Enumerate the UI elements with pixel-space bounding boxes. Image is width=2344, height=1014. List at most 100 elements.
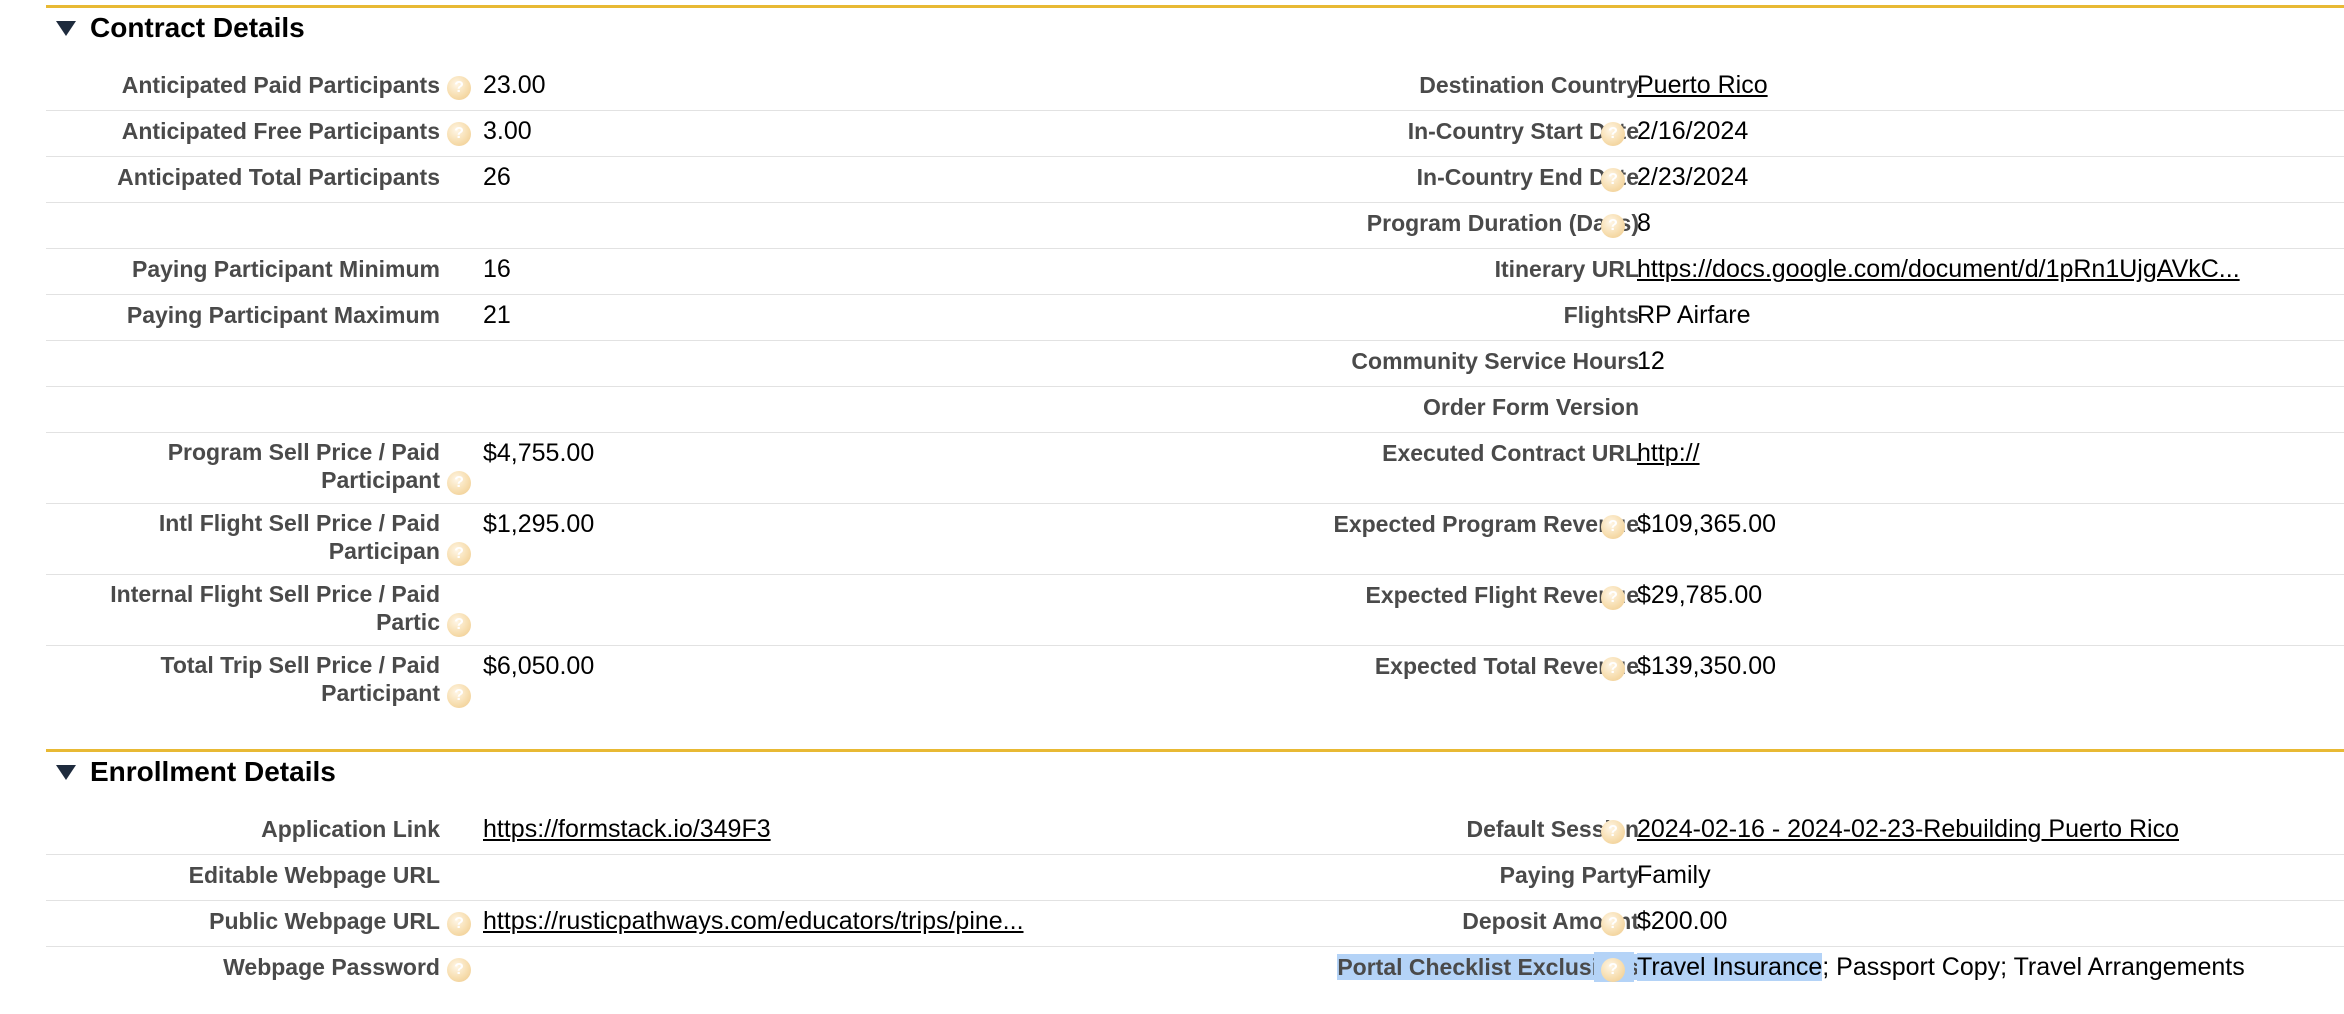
help-icon[interactable]: ? [1601,515,1625,539]
field-value: 12 [1637,347,1665,375]
help-icon[interactable]: ? [1601,912,1625,936]
section-title: Contract Details [90,12,305,43]
field-value: $139,350.00 [1637,652,1777,680]
field-value: 8 [1637,209,1651,237]
field-label: Anticipated Total Participants [117,164,440,190]
field-label: Community Service Hours [1351,348,1639,374]
field-value: 2/16/2024 [1637,117,1749,145]
field-label: Application Link [261,816,440,842]
field-label: In-Country End Date [1416,164,1639,190]
destination-country-link[interactable]: Puerto Rico [1637,71,1768,99]
field-value: 21 [483,301,511,329]
field-value: 26 [483,163,511,191]
field-value: https://rusticpathways.com/educators/tri… [483,906,1024,936]
help-icon[interactable]: ? [1601,214,1625,238]
help-icon[interactable]: ? [447,912,471,936]
field-row: Paying Participant Minimum 16 Itinerary … [46,248,2344,295]
field-label: Order Form Version [1422,394,1639,420]
help-icon[interactable]: ? [1601,820,1625,844]
field-label: Paying Participant Maximum [126,302,440,328]
field-label: Editable Webpage URL [188,862,440,888]
field-label: Destination Country [1419,72,1639,98]
public-webpage-url-link[interactable]: https://rusticpathways.com/educators/tri… [483,907,1024,935]
enrollment-details-header: Enrollment Details [46,749,2344,792]
field-label: In-Country Start Date [1407,118,1639,144]
section-title: Enrollment Details [90,756,336,787]
field-label: Itinerary URL [1494,256,1639,282]
help-icon[interactable]: ? [1601,657,1625,681]
field-label: Default Session [1466,816,1639,842]
field-label: Paying Participant Minimum [132,256,440,282]
field-label: Expected Flight Revenue [1365,582,1639,608]
field-label: Expected Total Revenue [1374,653,1639,679]
help-icon[interactable]: ? [447,958,471,982]
help-icon[interactable]: ? [1601,168,1625,192]
field-value: 23.00 [483,71,546,99]
field-row: Intl Flight Sell Price / Paid Participan … [46,503,2344,575]
field-label: Portal Checklist Exclusions [1278,953,1639,981]
field-label: Intl Flight Sell Price / Paid Participan [158,510,440,564]
field-row: Webpage Password ? Portal Checklist Excl… [46,946,2344,992]
field-row: Paying Participant Maximum 21 Flights RP… [46,294,2344,341]
field-row: Internal Flight Sell Price / Paid Partic … [46,574,2344,646]
field-label: Internal Flight Sell Price / Paid Partic [110,581,440,635]
field-value: https://formstack.io/349F3 [483,814,771,844]
field-label: Expected Program Revenue [1333,511,1639,537]
field-row: Order Form Version [46,386,2344,433]
field-value: $29,785.00 [1637,581,1763,609]
collapse-triangle-icon[interactable] [56,764,76,780]
field-value: RP Airfare [1637,301,1751,329]
help-icon[interactable]: ? [1601,586,1625,610]
field-value: $6,050.00 [483,652,595,680]
contract-details-header: Contract Details [46,5,2344,48]
field-row: Anticipated Paid Participants ? 23.00 De… [46,64,2344,111]
field-value: 3.00 [483,117,532,145]
field-row: Editable Webpage URL Paying Party Family [46,854,2344,901]
collapse-triangle-icon[interactable] [56,20,76,36]
field-label: Anticipated Free Participants [121,118,440,144]
field-row: Public Webpage URL ? https://rusticpathw… [46,900,2344,947]
field-value: 2024-02-16 - 2024-02-23-Rebuilding Puert… [1637,814,2179,844]
field-row: Program Duration (Days) ? 8 [46,202,2344,249]
field-label: Public Webpage URL [209,908,440,934]
field-value: Travel Insurance; Passport Copy; Travel … [1637,953,2245,981]
itinerary-url-link[interactable]: https://docs.google.com/document/d/1pRn1… [1637,255,2240,283]
field-label: Deposit Amount [1462,908,1639,934]
field-value: 2/23/2024 [1637,163,1749,191]
executed-contract-url-link[interactable]: http:// [1637,439,1700,467]
help-icon[interactable]: ? [1601,958,1625,982]
help-icon[interactable]: ? [447,613,471,637]
field-value: 16 [483,255,511,283]
selected-text: Travel Insurance [1637,953,1823,981]
help-icon[interactable]: ? [447,471,471,495]
field-value: Family [1637,861,1711,889]
field-row: Community Service Hours 12 [46,340,2344,387]
field-value: $1,295.00 [483,510,595,538]
field-value: $200.00 [1637,907,1728,935]
field-label: Program Duration (Days) [1366,210,1639,236]
field-row: Application Link https://formstack.io/34… [46,808,2344,855]
application-link[interactable]: https://formstack.io/349F3 [483,815,771,843]
help-icon[interactable]: ? [447,684,471,708]
selected-text: Portal Checklist Exclusions [1337,954,1639,980]
help-icon[interactable]: ? [1601,122,1625,146]
help-icon[interactable]: ? [447,122,471,146]
field-row: Anticipated Free Participants ? 3.00 In-… [46,110,2344,157]
help-icon[interactable]: ? [447,76,471,100]
field-row: Anticipated Total Participants 26 In-Cou… [46,156,2344,203]
default-session-link[interactable]: 2024-02-16 - 2024-02-23-Rebuilding Puert… [1637,815,2180,843]
field-value: $109,365.00 [1637,510,1777,538]
field-row: Program Sell Price / Paid Participant ? $… [46,432,2344,504]
help-icon[interactable]: ? [447,542,471,566]
field-value: https://docs.google.com/document/d/1pRn1… [1637,254,2240,284]
field-label: Program Sell Price / Paid Participant [167,439,440,493]
field-value: $4,755.00 [483,439,595,467]
field-label: Webpage Password [223,954,440,980]
field-label: Anticipated Paid Participants [121,72,440,98]
field-label: Executed Contract URL [1382,440,1639,466]
field-value: http:// [1637,438,1700,468]
field-row: Total Trip Sell Price / Paid Participant … [46,645,2344,716]
field-label: Total Trip Sell Price / Paid Participant [160,652,441,706]
field-label: Flights [1563,302,1639,328]
field-label: Paying Party [1499,862,1639,888]
